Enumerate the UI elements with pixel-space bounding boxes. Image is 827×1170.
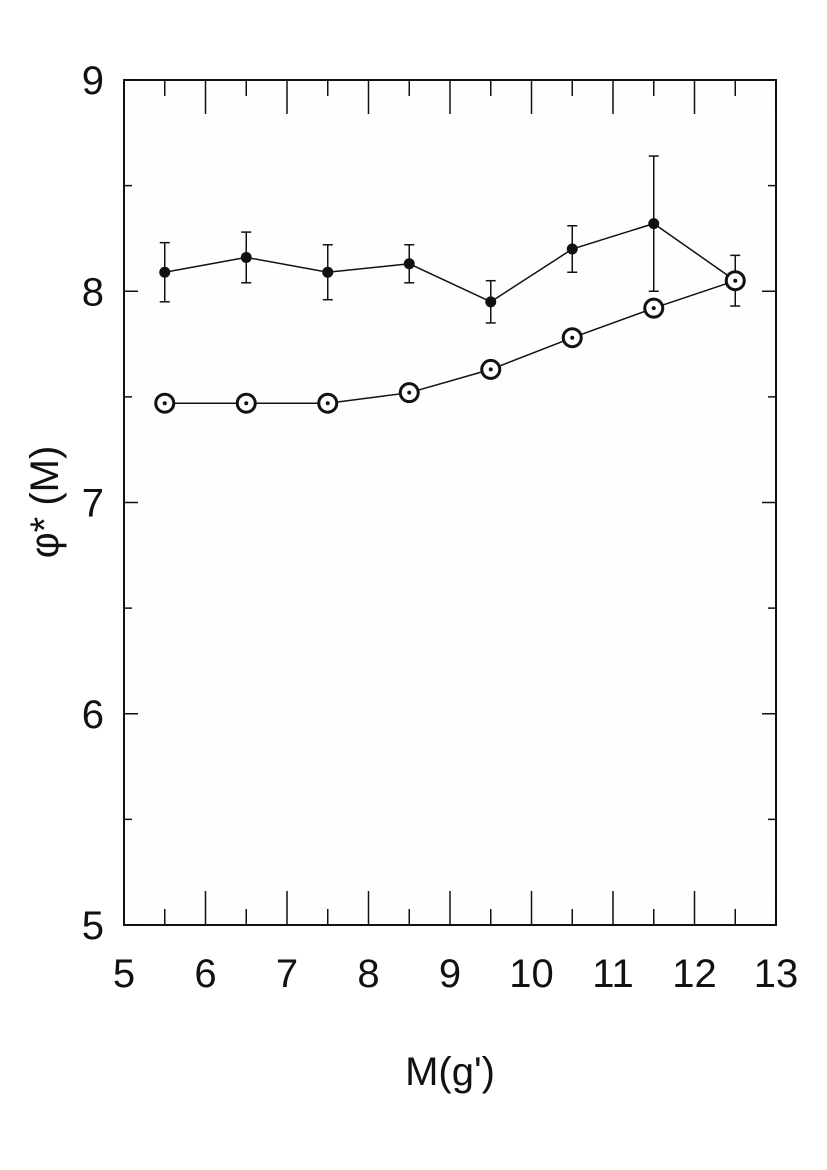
- x-tick-label: 9: [439, 952, 461, 996]
- series-2: [154, 270, 746, 414]
- y-tick-label: 7: [82, 482, 104, 526]
- x-axis-label: M(g'): [405, 1050, 495, 1094]
- y-tick-label: 5: [82, 904, 104, 948]
- data-point: [566, 243, 578, 255]
- data-point-center: [733, 278, 738, 283]
- data-point-center: [244, 401, 249, 406]
- y-tick-labels: 5 6 7 8 9: [82, 59, 104, 948]
- y-axis-label: φ* (M): [23, 446, 67, 559]
- x-tick-label: 11: [592, 952, 634, 996]
- y-tick-label: 9: [82, 59, 104, 103]
- data-point: [485, 296, 497, 308]
- x-tick-label: 10: [509, 952, 554, 996]
- data-point-center: [407, 390, 412, 395]
- data-point-center: [651, 306, 656, 311]
- axis-ticks: [123, 79, 777, 926]
- data-point-center: [570, 335, 575, 340]
- plot-frame: [123, 79, 777, 926]
- x-tick-label: 12: [672, 952, 717, 996]
- data-point: [403, 258, 415, 270]
- y-tick-label: 8: [82, 270, 104, 314]
- data-point: [322, 266, 334, 278]
- x-tick-label: 6: [194, 952, 216, 996]
- y-tick-label: 6: [82, 693, 104, 737]
- series-line: [164, 222, 736, 303]
- data-point-center: [488, 367, 493, 372]
- x-tick-label: 5: [113, 952, 135, 996]
- data-point-center: [325, 401, 330, 406]
- data-point: [648, 218, 660, 230]
- x-tick-labels: 5 6 7 8 9 10 11 12 13: [113, 952, 798, 996]
- data-point: [240, 251, 252, 263]
- data-point-center: [162, 401, 167, 406]
- series-1: [159, 155, 741, 324]
- data-point: [159, 266, 171, 278]
- x-tick-label: 13: [754, 952, 799, 996]
- series-layer: [154, 155, 746, 414]
- series-line: [164, 279, 736, 404]
- x-tick-label: 8: [357, 952, 379, 996]
- x-tick-label: 7: [276, 952, 298, 996]
